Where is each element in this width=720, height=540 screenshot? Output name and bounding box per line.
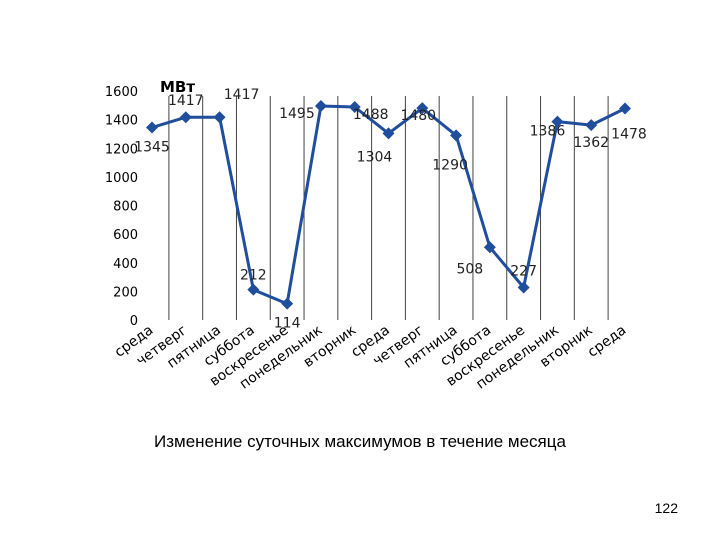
- data-point: [483, 241, 496, 254]
- chart-caption: Изменение суточных максимумов в течение …: [154, 432, 566, 451]
- y-tick-label: 400: [113, 257, 138, 272]
- y-tick-label: 1600: [105, 85, 138, 100]
- data-label: 1417: [224, 87, 260, 103]
- data-point: [348, 101, 361, 114]
- y-tick-label: 1000: [105, 171, 138, 186]
- y-tick-label: 1400: [105, 114, 138, 129]
- data-label: 1362: [573, 135, 609, 151]
- data-label: 1417: [168, 93, 204, 109]
- data-point: [382, 127, 395, 140]
- data-point: [585, 119, 598, 132]
- y-tick-label: 200: [113, 285, 138, 300]
- y-axis-unit: МВт: [160, 78, 195, 96]
- y-axis: 0 200 400 600 800 1000 1200 1400 1600: [105, 85, 138, 329]
- data-labels: 1345 1417 1417 212 114 1495 1488 1304 1480 1290 50…: [134, 87, 647, 331]
- data-label: 1290: [432, 157, 468, 173]
- data-label: 227: [510, 264, 537, 280]
- series-markers: [146, 100, 631, 310]
- y-tick-label: 1200: [105, 142, 138, 157]
- data-point: [314, 100, 327, 113]
- data-label: 1478: [611, 126, 647, 142]
- data-label: 212: [240, 268, 267, 284]
- data-point: [179, 111, 192, 124]
- data-point: [450, 129, 463, 142]
- data-label: 1345: [134, 139, 170, 155]
- data-point: [517, 281, 530, 294]
- data-point: [281, 297, 294, 310]
- data-label: 508: [456, 261, 483, 277]
- data-label: 1304: [357, 149, 393, 165]
- data-label: 1480: [400, 108, 436, 124]
- x-tick-label: среда: [585, 322, 630, 360]
- data-point: [551, 115, 564, 128]
- data-point: [146, 121, 158, 134]
- line-chart: 0 200 400 600 800 1000 1200 1400 1600 МВт средач…: [105, 78, 647, 393]
- y-tick-label: 0: [130, 314, 138, 329]
- data-point: [247, 283, 260, 296]
- data-point: [213, 111, 226, 124]
- data-point: [416, 102, 429, 115]
- data-label: 114: [274, 316, 301, 332]
- y-tick-label: 600: [113, 228, 138, 243]
- data-label: 1495: [279, 106, 315, 122]
- x-axis: средачетвергпятницасубботавоскресеньепон…: [112, 322, 630, 392]
- data-label: 1488: [353, 107, 389, 123]
- data-label: 1386: [530, 124, 566, 140]
- page-number: 122: [654, 500, 678, 516]
- y-tick-label: 800: [113, 200, 138, 215]
- data-point: [619, 102, 631, 115]
